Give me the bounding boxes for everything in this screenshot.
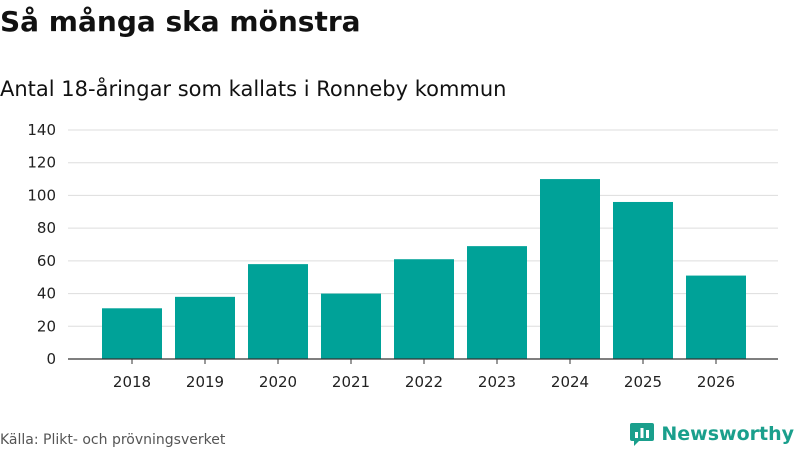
x-tick-label: 2026 xyxy=(697,373,735,391)
y-tick-label: 0 xyxy=(46,350,56,368)
x-tick-label: 2021 xyxy=(332,373,370,391)
x-tick-label: 2022 xyxy=(405,373,443,391)
y-axis-ticks: 0 20 40 60 80 100 120 140 xyxy=(27,121,56,368)
source-note: Källa: Plikt- och prövningsverket xyxy=(0,432,226,448)
bar-2018 xyxy=(102,308,162,359)
bar-2021 xyxy=(321,293,381,359)
newsworthy-logo-icon xyxy=(630,423,655,446)
y-tick-label: 20 xyxy=(37,317,56,335)
brand-logo: Newsworthy xyxy=(629,419,794,449)
x-tick-label: 2019 xyxy=(186,373,224,391)
x-tick-label: 2025 xyxy=(624,373,662,391)
x-tick-label: 2024 xyxy=(551,373,589,391)
bar-2026 xyxy=(686,275,746,359)
y-tick-label: 80 xyxy=(37,219,56,237)
y-tick-label: 60 xyxy=(37,252,56,270)
bar-2023 xyxy=(467,246,527,359)
y-tick-label: 120 xyxy=(27,154,56,172)
x-tick-label: 2023 xyxy=(478,373,516,391)
chart-title: Så många ska mönstra xyxy=(0,5,361,38)
chart-subtitle: Antal 18-åringar som kallats i Ronneby k… xyxy=(0,77,507,101)
y-tick-label: 40 xyxy=(37,285,56,303)
brand-name: Newsworthy xyxy=(661,423,794,445)
x-tick-label: 2020 xyxy=(259,373,297,391)
bar-2022 xyxy=(394,259,454,359)
bar-2019 xyxy=(175,296,235,359)
bar-2020 xyxy=(248,264,308,359)
y-tick-label: 100 xyxy=(27,186,56,204)
y-tick-label: 140 xyxy=(27,121,56,139)
bar-2024 xyxy=(540,179,600,359)
bars xyxy=(102,179,746,359)
bar-2025 xyxy=(613,201,673,359)
x-axis-ticks: 2018 2019 2020 2021 2022 2023 2024 2025 2026 xyxy=(113,359,735,391)
x-tick-label: 2018 xyxy=(113,373,151,391)
